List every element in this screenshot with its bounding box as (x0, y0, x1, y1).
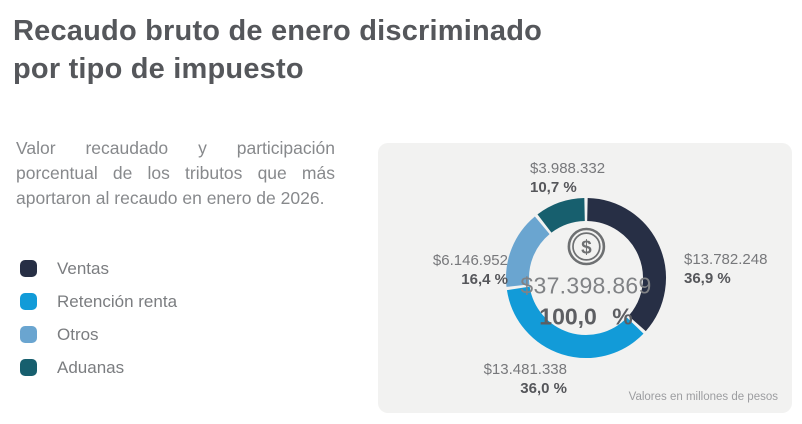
description-text: Valor recaudado y participación porcentu… (16, 138, 335, 208)
donut-total-value: $37.398.869 (520, 272, 652, 299)
dollar-coin-icon: $ (567, 227, 605, 266)
label-ventas-percent: 36,9 % (684, 270, 731, 287)
donut-chart (506, 198, 666, 358)
page-title-line1: Recaudo bruto de enero discriminado (13, 15, 543, 47)
legend-label-retencion-renta: Retención renta (57, 291, 178, 311)
legend-swatch-retencion-renta (20, 293, 37, 310)
legend-swatch-ventas (20, 260, 37, 277)
page-title-line2: por tipo de impuesto (13, 53, 304, 85)
unit-note: Valores en millones de pesos (628, 391, 778, 403)
label-retencion-renta-percent: 36,0 % (520, 380, 567, 397)
label-ventas-value: $13.782.248 (684, 251, 768, 268)
label-otros: $6.146.952 16,4 % (433, 251, 508, 289)
label-aduanas-percent: 10,7 % (530, 179, 577, 196)
label-otros-percent: 16,4 % (461, 271, 508, 288)
page-title: Recaudo bruto de enero discriminado por t… (13, 12, 693, 88)
legend-item-ventas[interactable]: Ventas (20, 252, 177, 285)
label-retencion-renta: $13.481.338 36,0 % (484, 360, 567, 398)
label-otros-value: $6.146.952 (432, 252, 508, 269)
donut-segment-aduanas[interactable] (537, 198, 586, 233)
legend-label-aduanas: Aduanas (57, 357, 125, 377)
legend-swatch-otros (20, 326, 37, 343)
label-aduanas-value: $3.988.332 (530, 160, 606, 177)
legend-item-aduanas[interactable]: Aduanas (20, 351, 177, 384)
legend-label-otros: Otros (57, 324, 99, 344)
legend-swatch-aduanas (20, 359, 37, 376)
donut-segment-retenci-n-renta[interactable] (506, 286, 644, 358)
label-aduanas: $3.988.332 10,7 % (530, 159, 605, 197)
legend-label-ventas: Ventas (57, 258, 109, 278)
donut-center: $ $37.398.869 100,0 % (520, 226, 651, 331)
chart-card: $ $37.398.869 100,0 % $3.988.332 10,7 % … (378, 143, 792, 413)
legend-item-retencion-renta[interactable]: Retención renta (20, 285, 177, 318)
donut-segment-ventas[interactable] (586, 198, 666, 332)
label-ventas: $13.782.248 36,9 % (684, 250, 767, 288)
donut-segment-otros[interactable] (506, 216, 550, 287)
label-retencion-renta-value: $13.481.338 (483, 361, 567, 378)
legend: Ventas Retención renta Otros Aduanas (20, 252, 177, 384)
donut-total-percent: 100,0 % (539, 303, 633, 330)
legend-item-otros[interactable]: Otros (20, 318, 177, 351)
dollar-symbol: $ (581, 238, 592, 259)
